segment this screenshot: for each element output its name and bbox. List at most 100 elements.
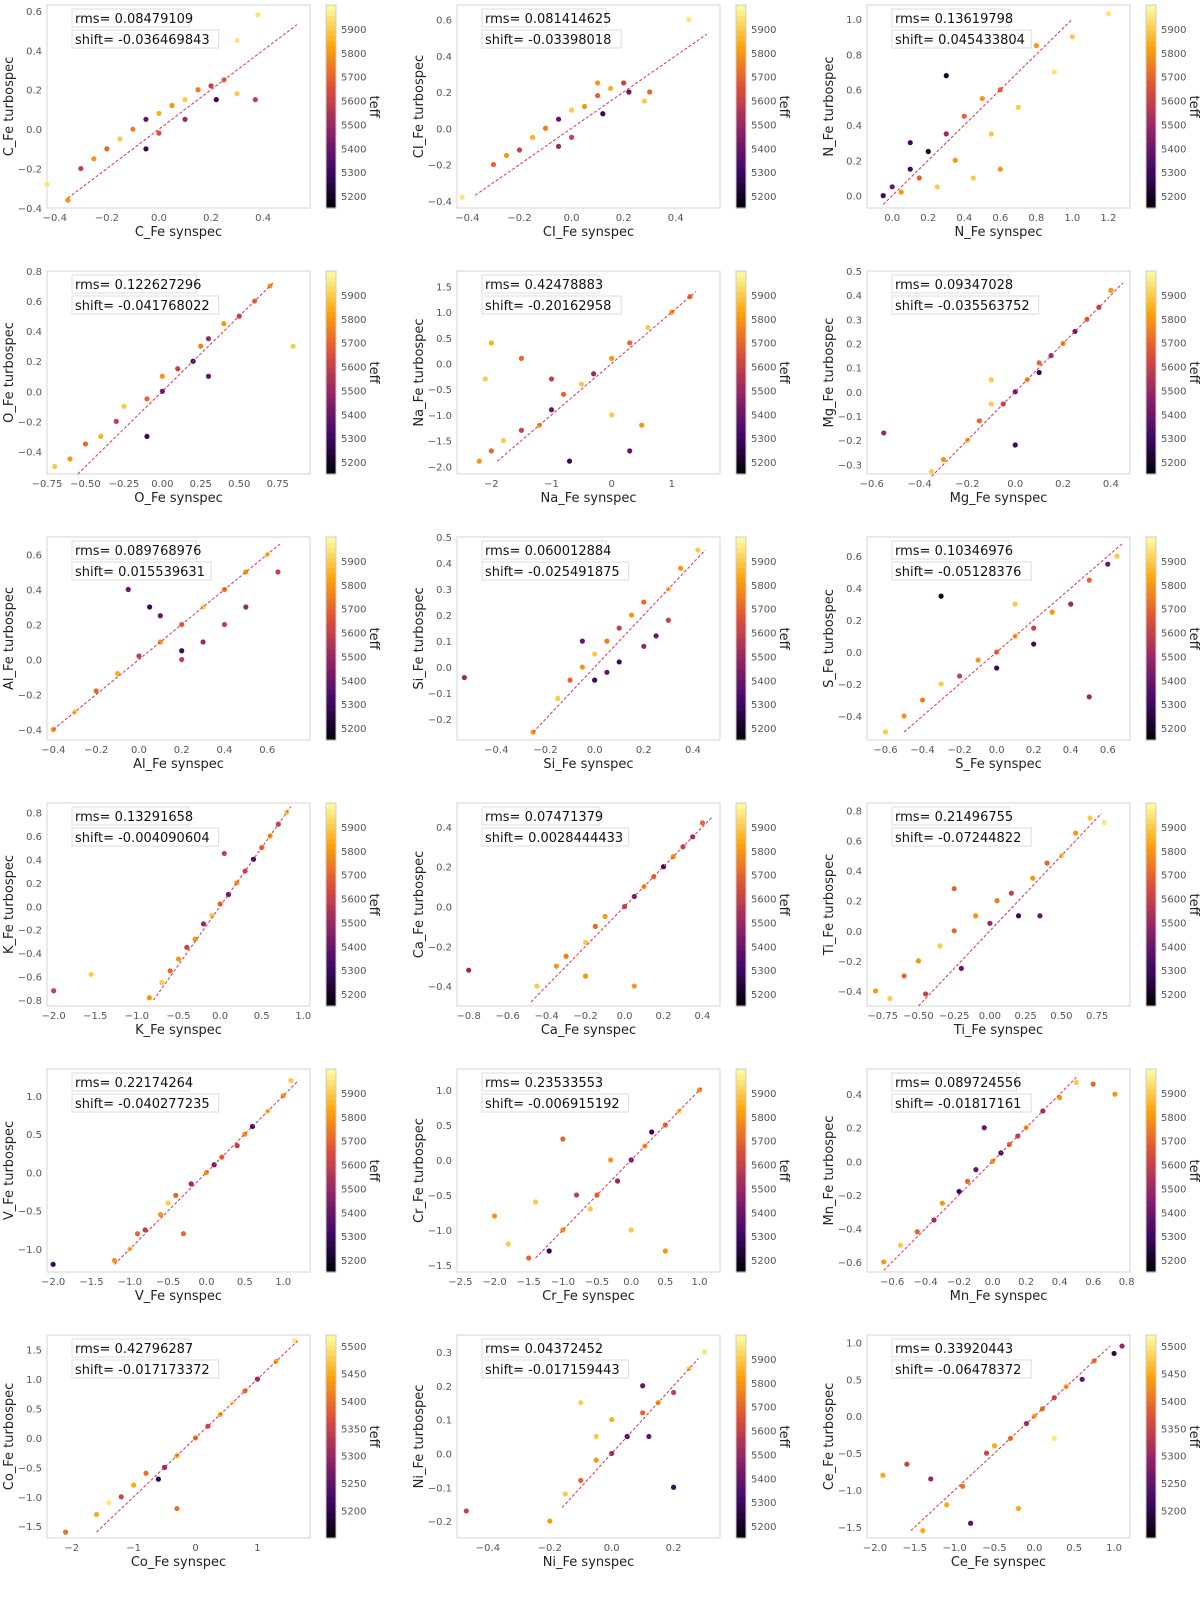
colorbar-segment [1146, 858, 1156, 865]
colorbar-segment [326, 162, 336, 168]
colorbar-tick-label: 5400 [341, 1397, 366, 1408]
colorbar-segment [326, 1079, 336, 1085]
colorbar-segment [1146, 428, 1156, 434]
colorbar-segment [326, 709, 336, 716]
data-point [943, 131, 949, 137]
y-axis-label: Mg_Fe turbospec [822, 318, 837, 428]
colorbar-segment [326, 909, 336, 916]
data-point [213, 97, 219, 103]
colorbar-tick-label: 5300 [341, 966, 366, 977]
scatter-plot: −2.5 −2.0 −1.5 −1.0 −0.5 0.0 0.5 1.0−1.5−1.0−0.… [412, 1068, 791, 1304]
colorbar-tick-label: 5600 [751, 363, 776, 374]
colorbar-segment [326, 823, 336, 829]
data-point [205, 336, 212, 342]
colorbar-segment [1146, 5, 1156, 11]
colorbar-segment [326, 1089, 336, 1095]
colorbar-segment [1146, 1426, 1156, 1433]
x-tick-label: 0.2 [1055, 479, 1071, 490]
colorbar-tick-label: 5300 [751, 966, 776, 977]
data-point [548, 407, 555, 413]
colorbar-tick-label: 5200 [751, 458, 776, 469]
y-axis-label: CI_Fe turbospec [412, 55, 427, 158]
colorbar-segment [1146, 863, 1156, 870]
data-point [175, 956, 182, 962]
colorbar-segment [736, 950, 746, 956]
colorbar-segment [326, 1165, 336, 1172]
data-point [975, 657, 981, 663]
colorbar-tick-label: 5500 [341, 386, 366, 397]
colorbar-tick-label: 5600 [751, 1161, 776, 1172]
shift-box [481, 1093, 630, 1113]
data-point [1079, 1376, 1085, 1382]
colorbar-segment [326, 1477, 336, 1483]
colorbar-segment [326, 1195, 336, 1202]
colorbar-segment [326, 15, 336, 21]
y-tick-label: 0.2 [436, 863, 452, 874]
x-tick-label: 0.5 [657, 1277, 673, 1288]
colorbar-segment [736, 1104, 746, 1111]
colorbar-segment [736, 623, 746, 629]
colorbar-tick-label: 5500 [751, 386, 776, 397]
y-tick-label: 0.2 [26, 879, 42, 890]
data-point [275, 569, 281, 575]
colorbar-segment [736, 684, 746, 690]
x-tick-label: −0.5 [166, 1011, 190, 1022]
shift-label: shift= -0.03398018 [485, 33, 611, 48]
y-tick-label: 0.0 [26, 656, 42, 667]
y-tick-label: 0.5 [26, 1405, 42, 1416]
data-point [979, 95, 985, 102]
shift-label: shift= -0.040277235 [75, 1097, 210, 1112]
colorbar-segment [736, 1079, 746, 1085]
x-axis-label: N_Fe synspec [955, 225, 1043, 240]
shift-box [891, 29, 1032, 49]
colorbar-segment [736, 724, 746, 731]
colorbar-tick-label: 5300 [341, 1232, 366, 1243]
colorbar-segment [736, 142, 746, 148]
y-axis-label: Al_Fe turbospec [2, 587, 17, 690]
colorbar-segment [1146, 291, 1156, 297]
colorbar-segment [736, 1451, 746, 1458]
colorbar-segment [736, 608, 746, 614]
x-tick-label: 0.0 [564, 213, 580, 224]
colorbar-label: teff [366, 1159, 381, 1182]
data-point [568, 134, 575, 140]
y-tick-label: −0.2 [428, 942, 452, 953]
x-axis-label: Si_Fe synspec [543, 757, 633, 772]
data-point [923, 991, 929, 997]
colorbar-tick-label: 5400 [1161, 942, 1186, 953]
colorbar-segment [736, 699, 746, 706]
colorbar-segment [1146, 1134, 1156, 1141]
colorbar-segment [736, 940, 746, 946]
colorbar-segment [326, 1451, 336, 1458]
shift-label: shift= -0.01817161 [895, 1097, 1021, 1112]
colorbar-tick-label: 5200 [751, 1522, 776, 1533]
data-point [1044, 860, 1050, 866]
rms-label: rms= 0.10346976 [895, 544, 1013, 559]
colorbar-segment [736, 1200, 746, 1207]
colorbar-segment [736, 1487, 746, 1493]
colorbar-tick-label: 5500 [1161, 386, 1186, 397]
colorbar-segment [1146, 582, 1156, 589]
colorbar-segment [1146, 818, 1156, 824]
colorbar [1145, 1334, 1157, 1539]
colorbar-segment [1146, 372, 1156, 379]
data-point [113, 418, 119, 424]
colorbar-segment [326, 1180, 336, 1187]
colorbar-tick-label: 5300 [341, 434, 366, 445]
colorbar-segment [736, 863, 746, 870]
scatter-panel-na-fe: −2 −1 0 1 −2.0 −1.5 −1.0 −0.5 0.0 0.5 1.0 1.5 rms= 0… [410, 266, 820, 532]
colorbar-segment [736, 1441, 746, 1448]
data-point [505, 1241, 511, 1247]
colorbar-segment [326, 858, 336, 865]
colorbar-segment [1146, 281, 1156, 287]
colorbar-segment [1146, 868, 1156, 875]
colorbar-segment [326, 567, 336, 574]
colorbar-segment [1146, 1461, 1156, 1468]
shift-box [71, 561, 212, 581]
colorbar-tick-label: 5900 [751, 557, 776, 568]
colorbar-segment [326, 1482, 336, 1488]
colorbar-segment [736, 1150, 746, 1156]
data-point [591, 371, 597, 377]
scatter-panel-c-fe: −0.4 −0.2 0.0 0.2 0.4 −0.4 −0.2 0.0 0.2 0.4 0.6 rms… [0, 0, 410, 266]
